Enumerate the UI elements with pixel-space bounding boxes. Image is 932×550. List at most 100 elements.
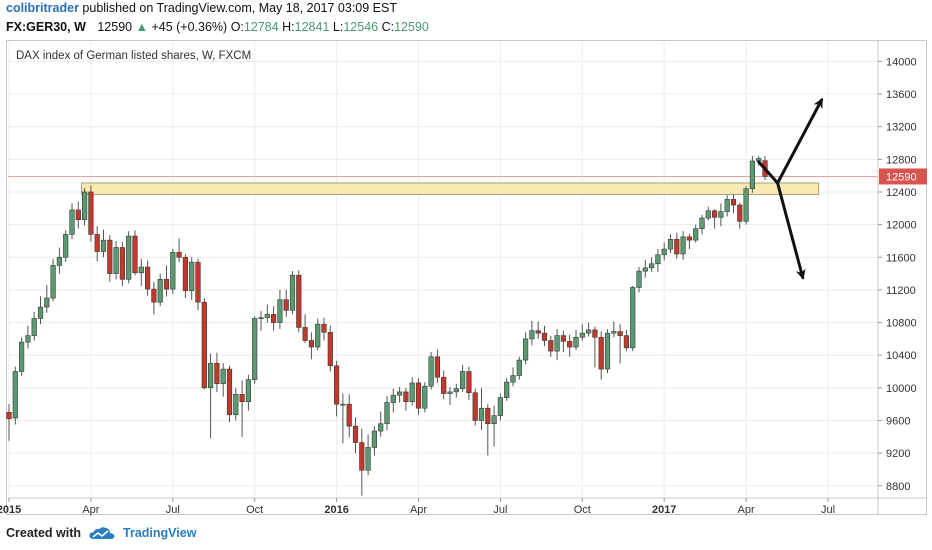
drawing-annotations	[757, 97, 824, 280]
candle-body	[50, 265, 56, 299]
candle-body	[245, 379, 252, 403]
candle-body	[315, 323, 321, 348]
symbol-ohlc-bar: FX:GER30, W 12590 ▲ +45 (+0.36%) O:12784…	[6, 20, 429, 34]
tradingview-cloud-icon	[89, 527, 115, 539]
candle-body	[390, 394, 396, 403]
candle-body	[18, 341, 25, 372]
candle-body	[434, 356, 441, 378]
candle-body	[642, 267, 648, 272]
candle-body	[220, 368, 226, 385]
candle-body	[321, 323, 327, 333]
candle-body	[195, 261, 201, 303]
candle-body	[403, 391, 409, 403]
footer: Created with TradingView	[6, 526, 196, 540]
candle-body	[585, 329, 592, 334]
candlestick-series	[6, 155, 768, 496]
candle-body	[365, 447, 371, 471]
candle-body	[145, 266, 151, 290]
candle-body	[327, 332, 333, 367]
candle-body	[604, 332, 611, 370]
candle-body	[31, 318, 37, 336]
candle-body	[157, 278, 163, 303]
candle-body	[693, 228, 699, 241]
candle-body	[497, 397, 504, 416]
time-tick-label: Jul	[166, 504, 180, 516]
time-tick-label: Apr	[82, 504, 99, 516]
candle-body	[522, 338, 529, 361]
time-tick-label: Jul	[821, 504, 835, 516]
candle-body	[302, 327, 308, 341]
candle-body	[535, 330, 541, 334]
high-value: 12841	[294, 20, 330, 34]
symbol-label[interactable]: FX:GER30, W	[6, 20, 86, 34]
candle-body	[718, 211, 724, 218]
candle-body	[441, 376, 447, 394]
candle-body	[333, 365, 340, 405]
price-tick-label: 9200	[886, 448, 910, 460]
price-tick-label: 13200	[886, 122, 917, 134]
candle-body	[163, 278, 170, 290]
candle-body	[182, 256, 189, 292]
candle-body	[88, 191, 94, 235]
candle-body	[189, 261, 195, 292]
candle-body	[548, 340, 554, 352]
candle-body	[680, 236, 686, 255]
candle-body	[705, 210, 711, 219]
candle-body	[623, 335, 629, 349]
price-tick-label: 10000	[886, 383, 917, 395]
candle-body	[466, 371, 472, 394]
chart-frame[interactable]	[6, 40, 927, 515]
chart-title: DAX index of German listed shares, W, FX…	[16, 50, 251, 62]
resistance-zone[interactable]	[81, 182, 820, 195]
candle-body	[472, 392, 478, 421]
candle-body	[359, 442, 365, 471]
up-triangle-icon: ▲	[135, 20, 148, 34]
candle-body	[25, 335, 31, 343]
candle-body	[422, 385, 428, 409]
candle-body	[56, 256, 62, 266]
candle-body	[529, 330, 535, 340]
candle-body	[201, 301, 207, 389]
candle-body	[655, 254, 661, 265]
candle-body	[516, 359, 522, 376]
candle-body	[113, 247, 119, 274]
candle-body	[132, 235, 138, 274]
candle-body	[239, 394, 245, 403]
time-tick-label: 2016	[324, 504, 348, 516]
price-tick-label: 11600	[886, 252, 916, 264]
candle-body	[264, 314, 270, 318]
tradingview-brand[interactable]: TradingView	[123, 526, 197, 540]
candle-body	[94, 234, 100, 252]
candle-body	[170, 252, 176, 290]
candle-body	[554, 335, 560, 352]
candle-body	[138, 266, 144, 274]
candle-body	[560, 335, 566, 342]
candle-body	[510, 375, 516, 383]
change-value: +45 (+0.36%)	[151, 20, 228, 34]
candle-body	[176, 252, 182, 258]
candle-body	[6, 412, 12, 420]
candle-body	[12, 371, 18, 419]
trend-line	[757, 160, 780, 185]
candle-body	[214, 363, 220, 385]
trend-arrow	[776, 181, 806, 280]
chart-grid	[8, 41, 878, 498]
candle-body	[447, 391, 453, 394]
candle-body	[69, 209, 75, 235]
candle-body	[724, 199, 730, 212]
price-tick-label: 12800	[886, 154, 917, 166]
candle-body	[478, 407, 485, 421]
time-tick-label: 2017	[652, 504, 676, 516]
candle-body	[126, 235, 132, 280]
candle-body	[428, 356, 434, 387]
author-link[interactable]: colibritrader	[6, 1, 79, 15]
candle-body	[396, 391, 403, 396]
candle-body	[296, 274, 302, 328]
price-tick-label: 8800	[886, 481, 910, 493]
price-tick-label: 12400	[886, 187, 917, 199]
candle-body	[119, 247, 125, 280]
candle-body	[504, 381, 510, 398]
candle-body	[384, 402, 390, 425]
candle-body	[258, 317, 264, 319]
